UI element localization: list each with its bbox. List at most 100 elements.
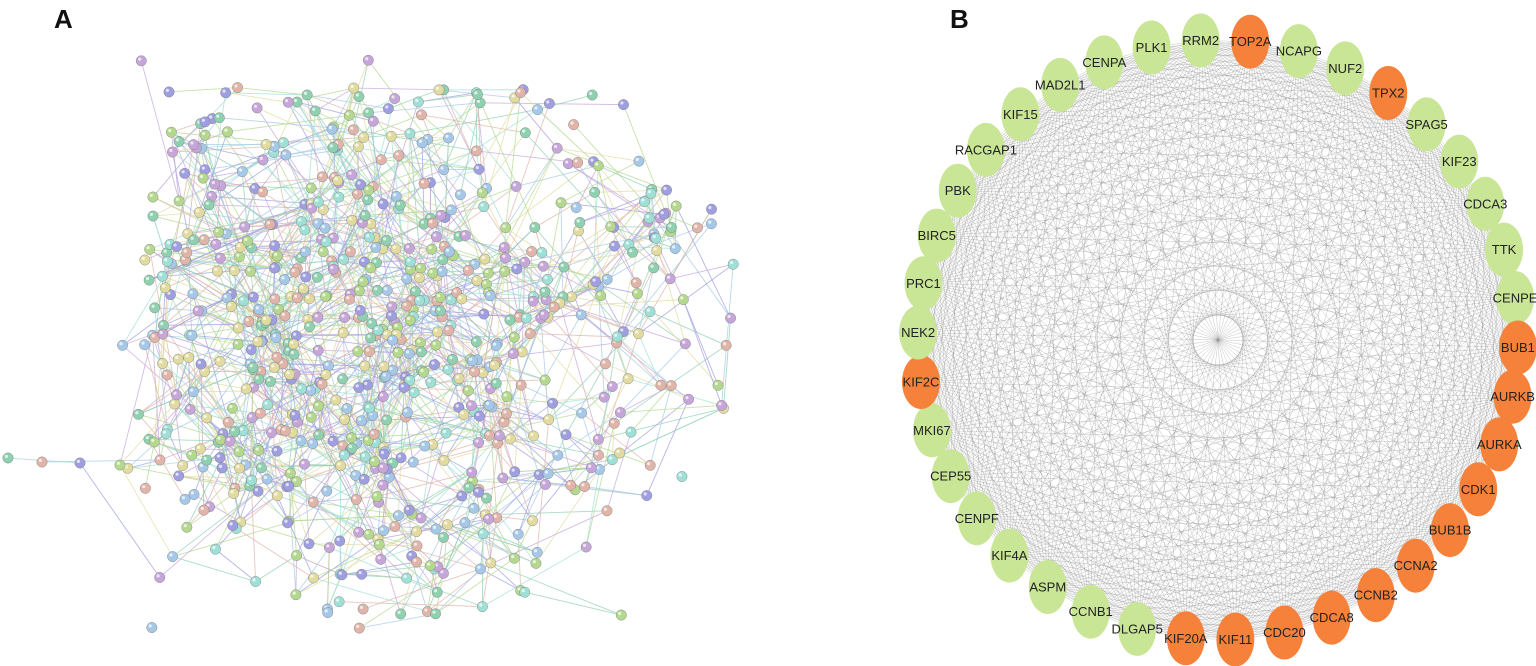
gene-node-prc1[interactable]: PRC1 xyxy=(904,256,943,311)
edge xyxy=(189,334,258,343)
edge xyxy=(197,310,262,343)
edge xyxy=(288,388,302,522)
edge xyxy=(231,224,273,295)
gene-node-kif2c[interactable]: KIF2C xyxy=(901,355,940,410)
edge xyxy=(496,454,559,519)
protein-node-highlight xyxy=(214,267,218,272)
edge xyxy=(138,413,259,450)
protein-node-highlight xyxy=(314,314,318,318)
edge xyxy=(480,510,608,570)
edge xyxy=(225,92,289,103)
protein-node-highlight xyxy=(412,288,416,292)
edge xyxy=(597,165,612,227)
edge xyxy=(409,133,425,184)
gene-node-birc5[interactable]: BIRC5 xyxy=(918,208,956,263)
gene-node-kif23[interactable]: KIF23 xyxy=(1440,134,1479,189)
gene-node-ttk[interactable]: TTK xyxy=(1485,222,1524,277)
protein-node-highlight xyxy=(216,358,221,362)
protein-node-highlight xyxy=(513,265,517,270)
edge xyxy=(524,591,622,616)
edge xyxy=(413,313,484,318)
edge xyxy=(579,201,645,223)
edge xyxy=(612,407,724,461)
edge xyxy=(1090,47,1152,612)
string-ppi-network xyxy=(2,54,739,634)
gene-node-tpx2[interactable]: TPX2 xyxy=(1369,65,1408,120)
gene-label: PLK1 xyxy=(1136,40,1168,55)
gene-label: AURKB xyxy=(1490,389,1535,404)
edge xyxy=(192,391,240,469)
protein-node-highlight xyxy=(353,496,357,500)
edge xyxy=(957,190,1451,531)
edge xyxy=(560,202,564,297)
edge xyxy=(293,298,350,355)
gene-node-nuf2[interactable]: NUF2 xyxy=(1326,41,1365,96)
edge xyxy=(208,204,312,209)
protein-node-highlight xyxy=(416,274,420,278)
edge xyxy=(616,336,672,386)
edge xyxy=(557,147,639,162)
edge xyxy=(225,154,287,235)
protein-node-highlight xyxy=(521,258,525,263)
protein-node-highlight xyxy=(417,265,421,269)
edge xyxy=(598,333,639,456)
gene-node-mad2l1[interactable]: MAD2L1 xyxy=(1035,57,1086,112)
gene-label: CDCA3 xyxy=(1463,196,1507,211)
edge xyxy=(495,271,506,346)
edge xyxy=(285,146,336,156)
edge xyxy=(481,132,526,193)
edge xyxy=(377,538,481,570)
edge xyxy=(436,528,484,535)
edge xyxy=(419,277,520,318)
gene-node-aspm[interactable]: ASPM xyxy=(1028,560,1067,615)
gene-node-rrm2[interactable]: RRM2 xyxy=(1181,13,1220,68)
edge xyxy=(1185,297,1516,639)
gene-node-cdc20[interactable]: CDC20 xyxy=(1263,605,1306,660)
edge xyxy=(383,445,425,455)
gene-label: MAD2L1 xyxy=(1035,77,1086,92)
edge xyxy=(376,248,397,291)
edge xyxy=(445,411,475,434)
edge xyxy=(427,102,481,140)
gene-node-mki67[interactable]: MKI67 xyxy=(912,403,951,458)
gene-node-bub1[interactable]: BUB1 xyxy=(1498,320,1536,375)
edge xyxy=(435,568,481,615)
edge xyxy=(413,442,479,463)
edge xyxy=(490,562,622,616)
gene-label: KIF11 xyxy=(1218,632,1252,647)
gene-node-kif15[interactable]: KIF15 xyxy=(1001,87,1040,142)
edge xyxy=(518,316,606,365)
edge xyxy=(579,192,652,223)
edge xyxy=(174,403,184,466)
edge xyxy=(296,101,374,122)
protein-node-highlight xyxy=(553,144,558,149)
edge xyxy=(166,363,202,430)
edge xyxy=(319,433,380,545)
gene-node-cdk1[interactable]: CDK1 xyxy=(1459,462,1498,517)
edge xyxy=(616,342,629,379)
edge xyxy=(1151,47,1500,445)
edge xyxy=(357,351,360,388)
edge xyxy=(343,259,378,291)
gene-node-nek2[interactable]: NEK2 xyxy=(899,305,938,360)
edge xyxy=(396,195,431,219)
gene-node-pbk[interactable]: PBK xyxy=(938,163,977,218)
gene-node-kif4a[interactable]: KIF4A xyxy=(990,528,1029,583)
edge xyxy=(443,484,546,574)
edge xyxy=(185,259,275,269)
protein-node-highlight xyxy=(314,220,318,224)
protein-node-highlight xyxy=(307,387,311,391)
gene-node-plk1[interactable]: PLK1 xyxy=(1132,20,1171,75)
edge xyxy=(335,272,346,318)
edge xyxy=(215,443,314,550)
edge xyxy=(391,135,449,139)
edge xyxy=(610,226,637,283)
edge xyxy=(670,263,734,280)
protein-node-highlight xyxy=(293,552,297,556)
edge xyxy=(565,363,606,435)
protein-node-highlight xyxy=(494,440,498,444)
protein-node-highlight xyxy=(267,378,271,382)
gene-node-kif11[interactable]: KIF11 xyxy=(1216,612,1255,666)
edge xyxy=(406,577,483,608)
protein-node-highlight xyxy=(394,323,398,328)
